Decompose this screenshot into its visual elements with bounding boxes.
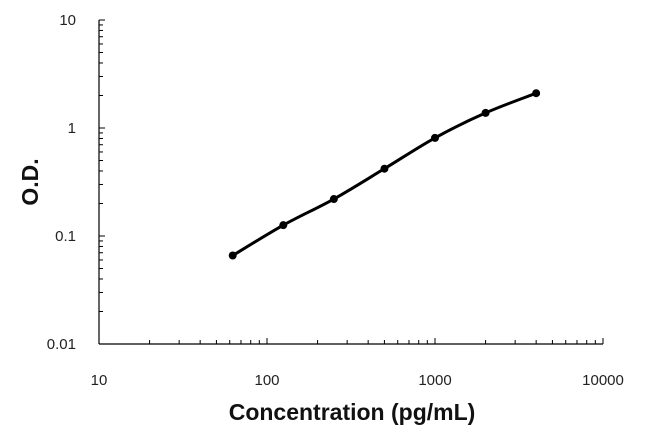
x-axis-title: Concentration (pg/mL)	[229, 399, 476, 425]
axes	[98, 20, 603, 345]
minor-ticks	[98, 19, 604, 345]
y-tick-label: 0.01	[47, 336, 76, 353]
data-point	[329, 195, 338, 204]
data-point	[228, 251, 237, 260]
y-tick-label: 10	[59, 12, 76, 29]
data-point	[431, 133, 439, 142]
series-line	[231, 91, 538, 257]
y-tick-label: 0.1	[55, 228, 76, 245]
y-tick-label: 1	[68, 120, 76, 137]
data-point	[380, 164, 389, 173]
data-point	[532, 89, 541, 98]
x-tick-label: 1000	[418, 372, 451, 389]
series-layer	[228, 89, 541, 260]
x-tick-label: 10	[91, 372, 108, 389]
data-point	[279, 221, 288, 230]
x-tick-label: 100	[254, 372, 279, 389]
y-axis-title: O.D.	[17, 158, 43, 205]
tick-labels: 10 100 1000 10000 10 1 0.1 0.01	[47, 12, 624, 389]
data-point	[481, 108, 490, 117]
x-tick-label: 10000	[582, 372, 624, 389]
